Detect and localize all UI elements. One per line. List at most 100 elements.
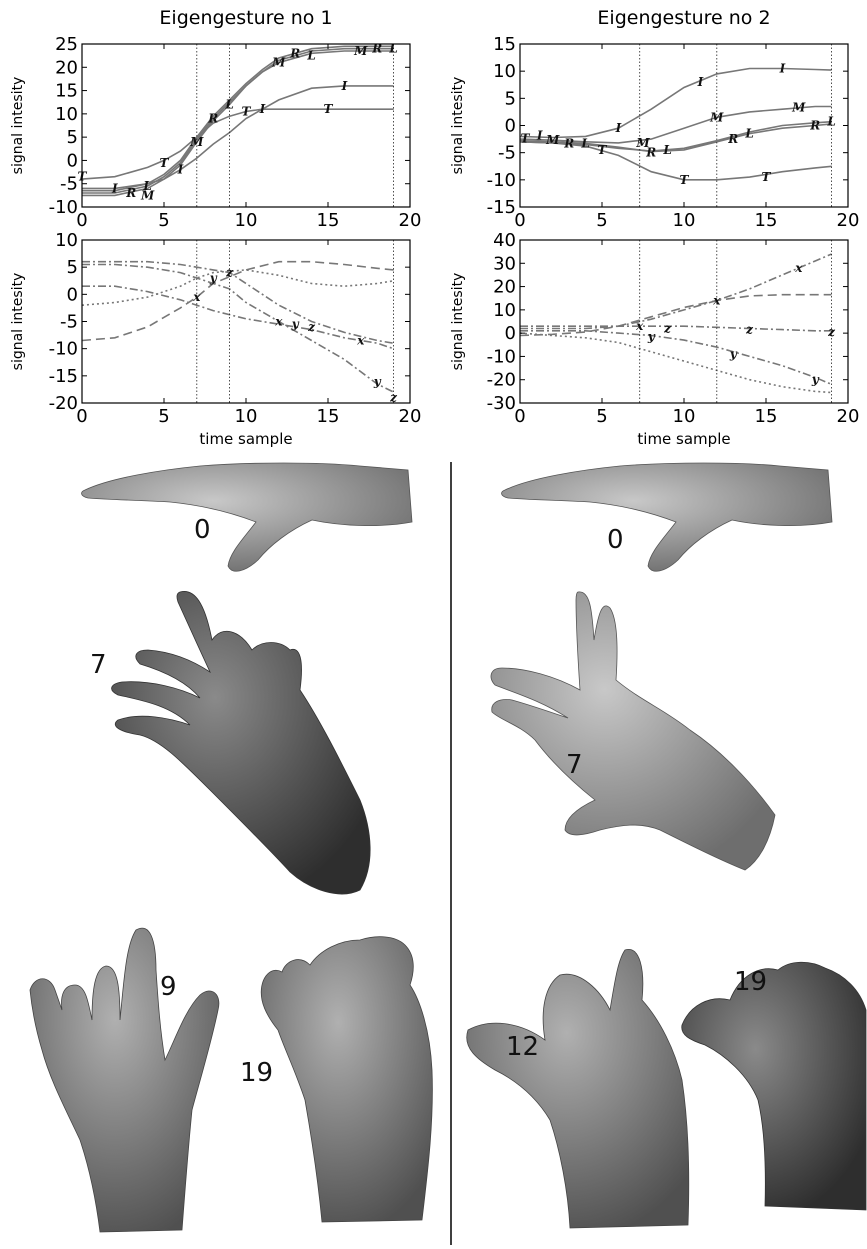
series-marker-L: L (224, 98, 233, 112)
x-tick-label: 10 (235, 210, 258, 231)
series-marker-y: y (373, 374, 382, 388)
series-line-R (519, 123, 832, 153)
series-marker-I: I (111, 181, 118, 195)
series-marker-I: I (615, 121, 622, 135)
x-axis-label: time sample (199, 430, 292, 448)
series-line-y (81, 269, 394, 306)
y-tick-label: 15 (493, 34, 516, 55)
series-line-z (520, 325, 832, 332)
y-tick-label: 10 (55, 104, 78, 125)
series-marker-z: z (827, 325, 836, 339)
series-marker-R: R (125, 186, 136, 200)
y-tick-label: -15 (49, 366, 78, 387)
x-tick-label: 20 (399, 210, 422, 231)
y-tick-label: 5 (505, 88, 516, 109)
series-marker-R: R (563, 136, 574, 150)
y-tick-label: 20 (493, 277, 516, 298)
y-tick-label: 10 (493, 300, 516, 321)
y-tick-label: 40 (493, 230, 516, 251)
series-marker-T: T (324, 102, 334, 116)
y-axis-label: signal intesity (450, 77, 466, 175)
series-line-M (519, 105, 832, 144)
series-marker-M: M (635, 136, 650, 150)
x-tick-label: 15 (317, 406, 340, 427)
y-axis-label: signal intesity (450, 273, 466, 371)
series-line-T (81, 108, 394, 180)
axes-frame (81, 239, 411, 404)
y-tick-label: 10 (493, 61, 516, 82)
y-tick-label: 5 (67, 257, 78, 278)
series-marker-R: R (207, 112, 218, 126)
hand-left-0 (81, 462, 413, 572)
y-tick-label: -5 (498, 143, 516, 164)
series-marker-z: z (307, 320, 316, 334)
x-tick-label: 0 (76, 406, 87, 427)
x-tick-label: 10 (235, 406, 258, 427)
series-marker-y: y (811, 373, 820, 387)
series-marker-I: I (697, 75, 704, 89)
series-line-I (519, 67, 832, 139)
x-tick-label: 10 (673, 210, 696, 231)
hand-right-0 (501, 462, 833, 572)
series-line-M (82, 50, 394, 197)
series-marker-I: I (259, 102, 266, 116)
hand-label-right-7: 7 (566, 750, 583, 780)
series-marker-M: M (791, 101, 806, 115)
series-marker-R: R (645, 146, 656, 160)
hand-right-19 (681, 961, 867, 1211)
series-line-y (519, 332, 832, 394)
x-tick-label: 15 (317, 210, 340, 231)
hand-right-7 (490, 591, 776, 871)
series-marker-T: T (520, 132, 530, 146)
series-marker-x: x (635, 319, 644, 333)
x-tick-label: 10 (673, 406, 696, 427)
hand-right-12 (466, 949, 690, 1229)
y-axis-label: signal intesity (10, 273, 26, 371)
series-marker-L: L (142, 179, 151, 193)
series-line-L (519, 120, 832, 152)
y-tick-label: -10 (49, 197, 78, 218)
y-tick-label: -15 (487, 197, 516, 218)
series-marker-T: T (242, 105, 252, 119)
hand-label-left-7: 7 (90, 650, 107, 680)
chart-title: Eigengesture no 2 (597, 7, 770, 29)
x-tick-label: 5 (158, 406, 169, 427)
y-tick-label: 0 (67, 150, 78, 171)
series-marker-R: R (727, 132, 738, 146)
series-marker-z: z (663, 321, 672, 335)
series-marker-L: L (306, 49, 315, 63)
hand-label-right-12: 12 (506, 1032, 540, 1062)
x-tick-label: 20 (399, 406, 422, 427)
series-line-x (519, 293, 832, 337)
series-marker-M: M (353, 44, 368, 58)
y-tick-label: 30 (493, 253, 516, 274)
y-tick-label: -10 (49, 339, 78, 360)
series-marker-T: T (598, 143, 608, 157)
hand-left-7 (111, 591, 371, 895)
y-tick-label: 0 (505, 116, 516, 137)
chart-title: Eigengesture no 1 (159, 7, 332, 29)
series-marker-M: M (271, 56, 286, 70)
y-tick-label: -5 (60, 312, 78, 333)
series-marker-y: y (729, 347, 738, 361)
x-tick-label: 20 (837, 406, 860, 427)
hand-label-left-0: 0 (194, 515, 211, 545)
series-marker-I: I (177, 163, 184, 177)
hand-left-9 (29, 927, 220, 1233)
series-marker-x: x (192, 290, 201, 304)
series-marker-L: L (580, 136, 589, 150)
series-marker-R: R (289, 46, 300, 60)
series-marker-L: L (826, 115, 835, 129)
series-line-x (81, 260, 394, 342)
y-tick-label: -30 (487, 393, 516, 414)
series-marker-T: T (680, 173, 690, 187)
x-tick-label: 0 (514, 210, 525, 231)
series-marker-I: I (779, 61, 786, 75)
series-marker-x: x (712, 294, 721, 308)
y-tick-label: 0 (505, 323, 516, 344)
x-tick-label: 0 (514, 406, 525, 427)
y-tick-label: 10 (55, 230, 78, 251)
